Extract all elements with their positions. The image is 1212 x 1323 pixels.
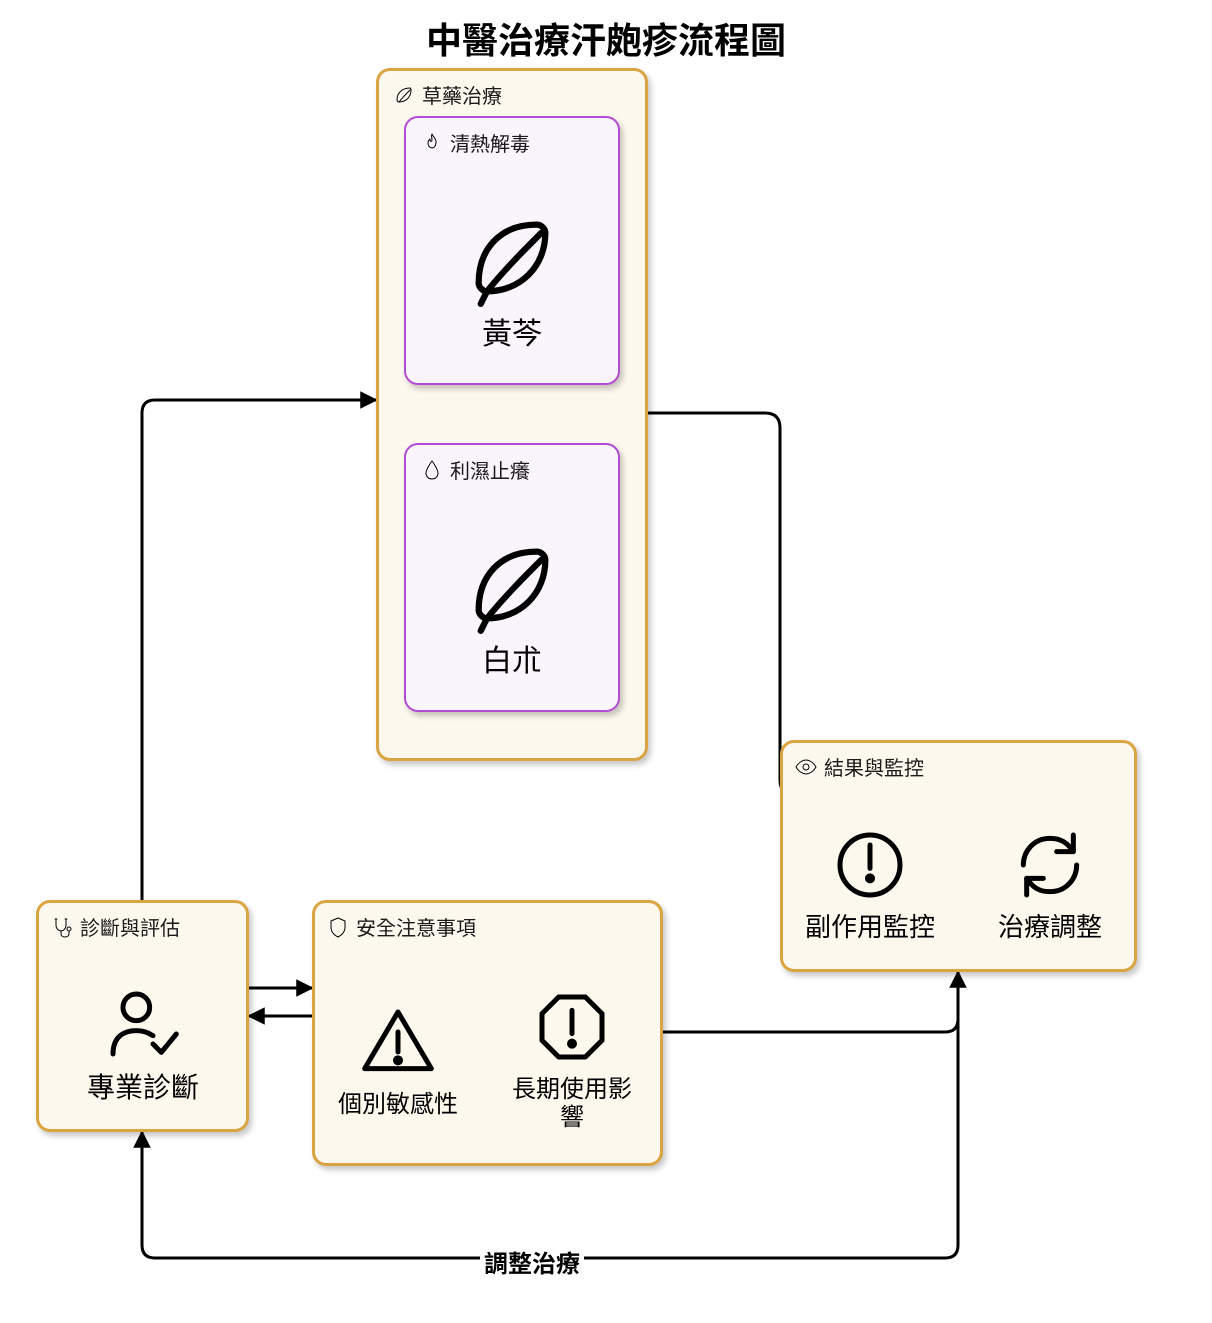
item-sensitive: 個別敏感性 [318,1002,478,1116]
item-longterm: 長期使用影 響 [492,987,652,1128]
item-label: 專業診斷 [87,1070,199,1102]
warn-icon [358,1002,438,1082]
legend-result: 結果與監控 [794,752,924,781]
circwarn-icon [830,825,910,905]
legend-herbal: 草藥治療 [392,80,502,109]
cycle-icon [1010,825,1090,905]
flame-icon [420,131,444,155]
legend-label: 清熱解毒 [450,128,530,157]
item-label: 黃芩 [482,314,542,349]
page-title: 中醫治療汗皰疹流程圖 [0,12,1212,64]
legend-label: 安全注意事項 [356,912,476,941]
item-adjust: 治療調整 [970,825,1130,941]
drop-icon [420,458,444,482]
steth-icon [50,915,74,939]
legend-diag: 診斷與評估 [50,912,180,941]
item-huangqin: 黃芩 [432,208,592,349]
edge-label: 調整治療 [480,1244,584,1279]
legend-label: 結果與監控 [824,752,924,781]
item-label: 白朮 [482,641,542,676]
legend-label: 利濕止癢 [450,455,530,484]
item-label: 治療調整 [998,911,1102,941]
item-sidefx: 副作用監控 [790,825,950,941]
bigleaf-icon [462,208,562,308]
edge [648,413,810,795]
edge [663,972,958,1032]
legend-clear: 清熱解毒 [420,128,530,157]
edge [142,400,376,900]
item-label: 副作用監控 [805,911,935,941]
eye-icon [794,755,818,779]
legend-safety: 安全注意事項 [326,912,476,941]
item-label: 個別敏感性 [338,1088,458,1116]
userchk-icon [103,984,183,1064]
shield-icon [326,915,350,939]
octwarn-icon [532,987,612,1067]
bigleaf-icon [462,535,562,635]
legend-label: 診斷與評估 [80,912,180,941]
leaf-icon [392,83,416,107]
item-label: 長期使用影 響 [512,1073,632,1128]
item-prodiag: 專業診斷 [63,984,223,1102]
item-baizhu: 白朮 [432,535,592,676]
legend-label: 草藥治療 [422,80,502,109]
legend-damp: 利濕止癢 [420,455,530,484]
